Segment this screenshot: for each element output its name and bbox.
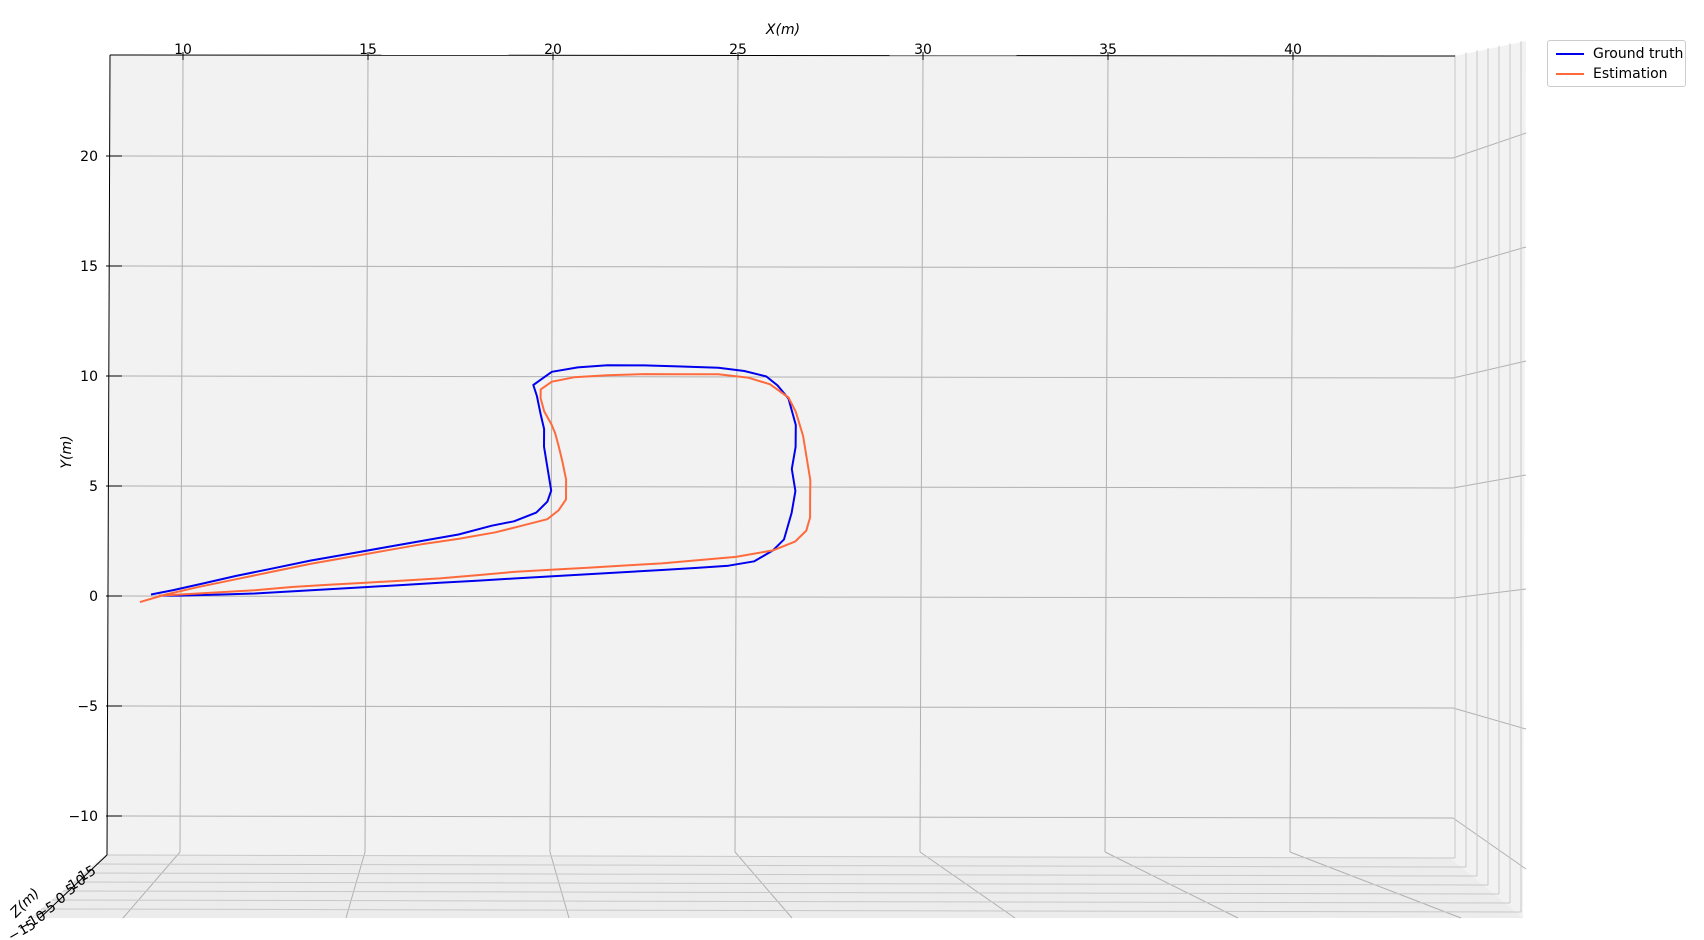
y-tick-label: 5 [89, 479, 98, 495]
z-floor-line [62, 890, 1500, 895]
x-grid-line [734, 56, 739, 853]
series-lines [139, 364, 812, 604]
y-grid-line [109, 375, 1454, 379]
x-tick-label: 25 [729, 42, 747, 58]
series-line-ground-truth [150, 364, 797, 597]
y-tick-label: 15 [80, 259, 98, 275]
z-tick-label: 15 [76, 863, 99, 886]
z-floor-line [51, 899, 1511, 904]
y-tick-label: −10 [68, 809, 98, 825]
x-grid-line [364, 56, 369, 853]
y-side-grid-line [1452, 707, 1527, 730]
y-grid-line [109, 595, 1454, 599]
y-tick-label: 20 [80, 149, 98, 165]
y-grid-line [109, 815, 1454, 819]
z-floor-line [106, 854, 1456, 859]
x-floor-grid-line [549, 851, 570, 919]
y-tick-label: 0 [89, 589, 98, 605]
legend-label-ground-truth: Ground truth [1593, 46, 1684, 62]
x-grid-line [1289, 56, 1294, 853]
y-axis-label: Y(m) [59, 435, 75, 468]
y-side-grid-line [1452, 246, 1527, 269]
y-side-grid-line [1452, 474, 1527, 489]
y-grid-line [109, 705, 1454, 709]
y-side-grid-line [1452, 588, 1527, 599]
z-floor-line [40, 908, 1522, 913]
y-axis-line [106, 54, 111, 856]
y-side-grid-line [1452, 360, 1527, 379]
axis-lines [39, 54, 1456, 919]
legend-swatch-ground-truth [1556, 53, 1584, 55]
x-tick-label: 15 [359, 42, 377, 58]
legend-swatch-estimation [1556, 73, 1584, 75]
plot-pane [30, 41, 1526, 918]
z-floor-line [95, 863, 1467, 868]
x-grid-line [549, 56, 554, 853]
x-grid-line [919, 56, 924, 853]
x-tick-labels: 10 15 20 25 30 35 40 [174, 42, 1302, 60]
x-floor-grid-line [919, 851, 1016, 919]
legend-item-ground-truth: Ground truth [1556, 45, 1683, 63]
y-side-grid-line [1452, 132, 1527, 159]
x-floor-grid-line [345, 851, 366, 919]
y-side-grid-line [1452, 817, 1527, 870]
x-tick-label: 30 [914, 42, 932, 58]
y-tick-label: 10 [80, 369, 98, 385]
pane-background [107, 41, 1526, 918]
x-grid-line [179, 56, 184, 853]
y-tick-label: −5 [77, 699, 98, 715]
x-tick-label: 10 [174, 42, 192, 58]
x-axis-line [109, 54, 1456, 57]
x-grid-line [1104, 56, 1109, 853]
legend-label-estimation: Estimation [1593, 66, 1668, 82]
y-tick-labels: 20 15 10 5 0 −5 −10 [68, 149, 122, 825]
z-floor-line [73, 881, 1489, 886]
x-tick-label: 20 [544, 42, 562, 58]
y-grid-line [109, 485, 1454, 489]
series-line-estimation [139, 373, 812, 604]
x-floor-grid-line [1104, 851, 1239, 919]
z-floor-line [84, 872, 1478, 877]
legend: Ground truth Estimation [1547, 40, 1686, 87]
z-axis-line [39, 854, 108, 919]
x-tick-label: 35 [1099, 42, 1117, 58]
x-axis-label: X(m) [765, 22, 800, 38]
x-floor-grid-line [122, 851, 181, 919]
x-floor-grid-line [734, 851, 793, 919]
y-grid-line [109, 265, 1454, 269]
z-tick-label: 10 [66, 872, 89, 895]
y-grid-line [109, 155, 1454, 159]
grid-lines [40, 41, 1527, 919]
x-tick-label: 40 [1284, 42, 1302, 58]
legend-item-estimation: Estimation [1556, 65, 1668, 83]
